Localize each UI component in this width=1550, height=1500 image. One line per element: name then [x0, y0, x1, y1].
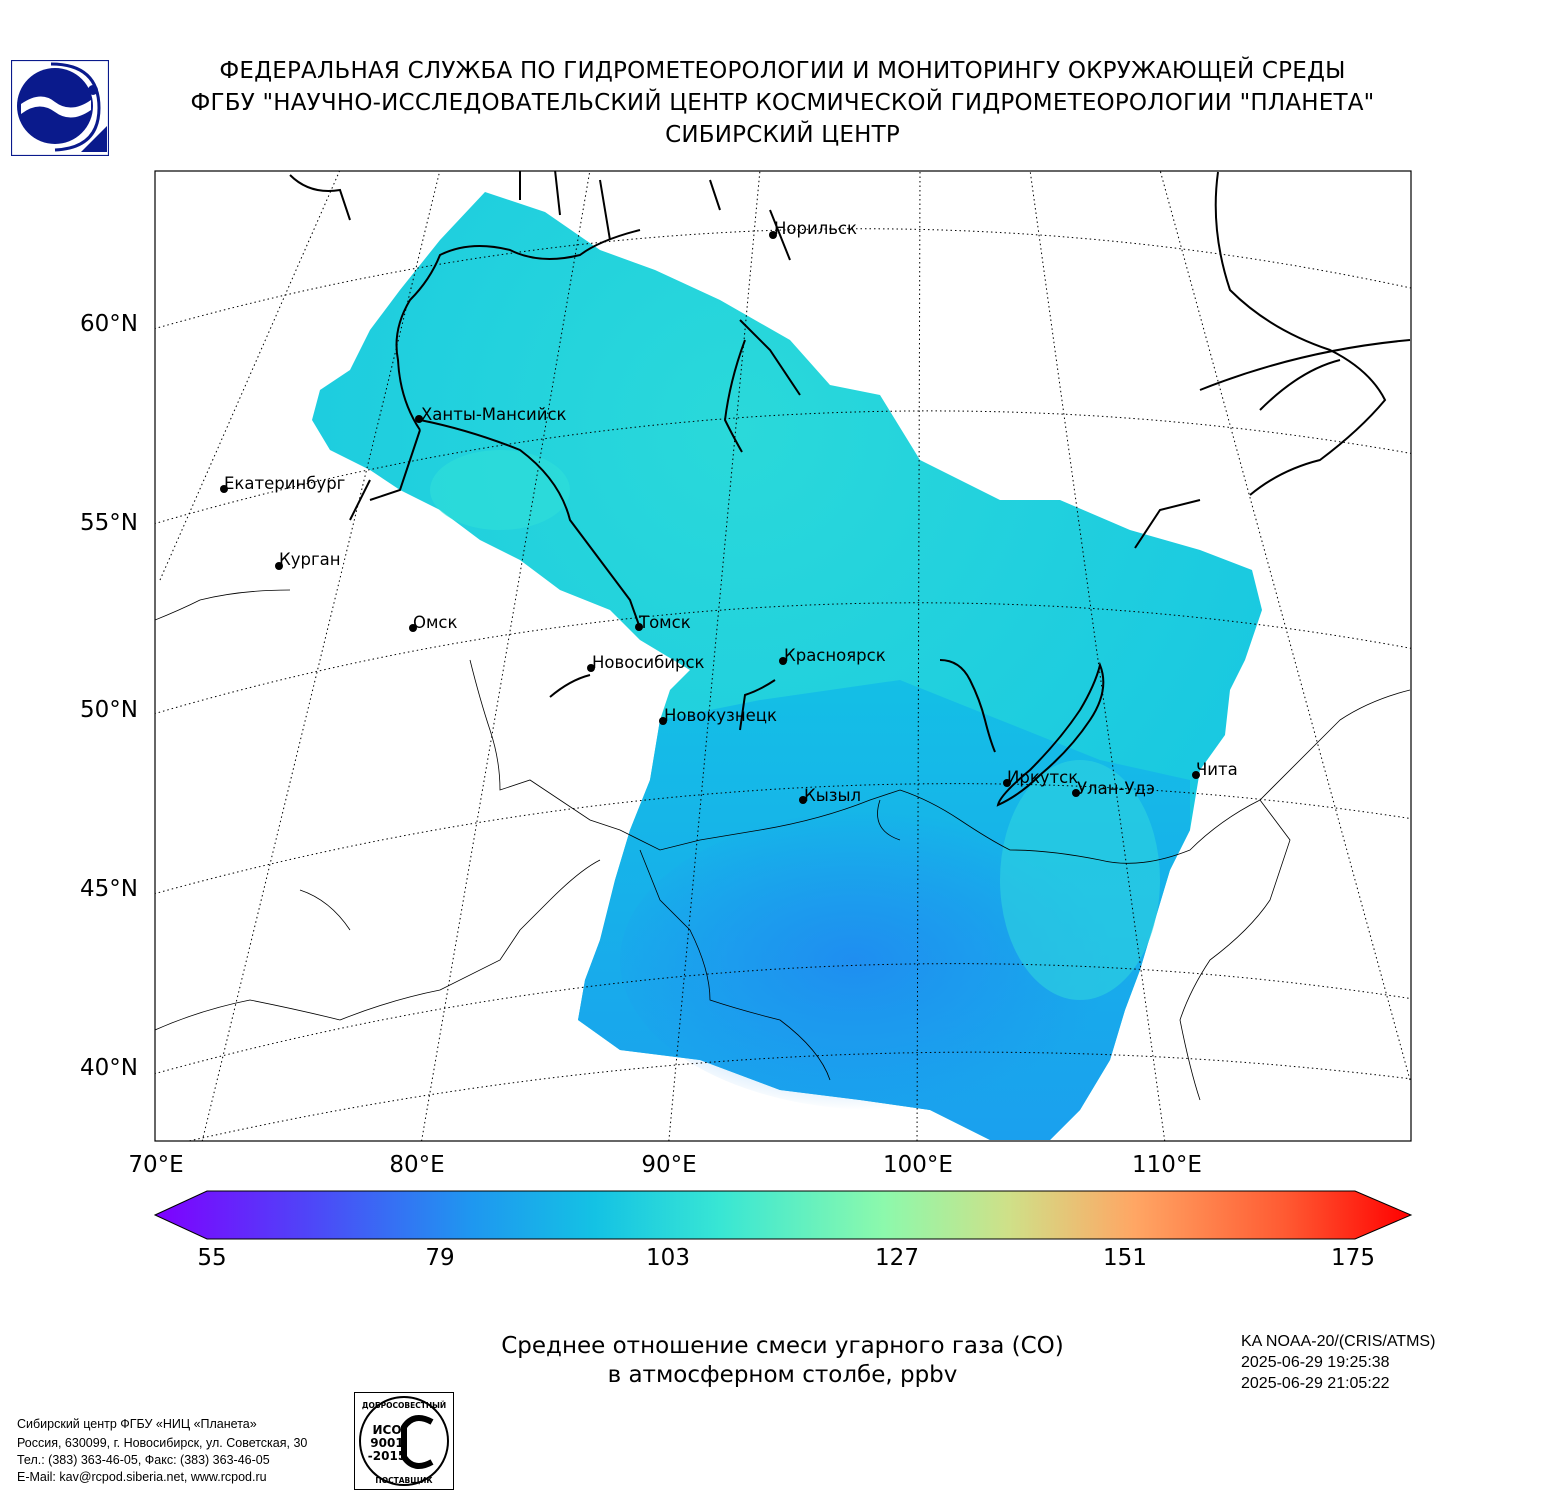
colorbar-tick-127: 127: [875, 1245, 919, 1271]
colorbar-tick-103: 103: [646, 1245, 690, 1271]
city-dot-norilsk: [769, 231, 777, 239]
city-dot-irkutsk: [1003, 779, 1011, 787]
city-dot-ulan-ude: [1072, 789, 1080, 797]
colorbar-tick-55: 55: [197, 1245, 227, 1271]
iso-badge-code: ИСО: [372, 1423, 401, 1437]
city-label-khanty: Ханты-Мансийск: [421, 405, 567, 424]
lat-label-55: 55°N: [80, 510, 138, 536]
lat-label-40: 40°N: [80, 1055, 138, 1081]
city-label-krasnoyarsk: Красноярск: [784, 646, 886, 665]
lat-label-50: 50°N: [80, 697, 138, 723]
iso-badge-icon: ДОБРОСОВЕСТНЫЙ ИСО 9001 -2015 ПОСТАВЩИК: [354, 1392, 454, 1490]
colorbar: [153, 1190, 1413, 1240]
footer-email: E-Mail: kav@rcpod.siberia.net, www.rcpod…: [17, 1470, 267, 1484]
city-label-chita: Чита: [1196, 760, 1238, 779]
lon-label-110: 110°E: [1132, 1152, 1202, 1178]
iso-badge-year: -2015: [368, 1449, 406, 1463]
footer-phone: Тел.: (383) 363-46-05, Факс: (383) 363-4…: [17, 1453, 270, 1467]
iso-badge-num: 9001: [370, 1436, 403, 1450]
lon-label-100: 100°E: [883, 1152, 953, 1178]
city-label-tomsk: Томск: [638, 613, 691, 632]
city-dot-omsk: [409, 624, 417, 632]
lon-label-80: 80°E: [389, 1152, 445, 1178]
map-area: Норильск Ханты-Мансийск Екатеринбург Кур…: [154, 170, 1412, 1142]
city-markers: Норильск Ханты-Мансийск Екатеринбург Кур…: [220, 219, 1238, 805]
product-title-line-1: Среднее отношение смеси угарного газа (C…: [501, 1333, 1064, 1359]
footer-address: Россия, 630099, г. Новосибирск, ул. Сове…: [17, 1436, 308, 1450]
city-dot-kurgan: [275, 562, 283, 570]
satellite-name: KA NOAA-20/(CRIS/ATMS): [1241, 1333, 1436, 1350]
city-dot-khanty: [415, 415, 423, 423]
lon-label-90: 90°E: [641, 1152, 697, 1178]
iso-badge-top: ДОБРОСОВЕСТНЫЙ: [362, 1401, 446, 1410]
satellite-time-end: 2025-06-29 21:05:22: [1241, 1375, 1390, 1392]
lat-label-60: 60°N: [80, 311, 138, 337]
city-label-norilsk: Норильск: [774, 219, 857, 238]
colorbar-tick-151: 151: [1103, 1245, 1147, 1271]
city-label-novokuznetsk: Новокузнецк: [664, 706, 777, 725]
iso-badge-bottom: ПОСТАВЩИК: [375, 1476, 433, 1485]
city-label-ulan-ude: Улан-Удэ: [1077, 779, 1155, 798]
footer-org: Сибирский центр ФГБУ «НИЦ «Планета»: [17, 1417, 257, 1431]
city-label-omsk: Омск: [413, 613, 458, 632]
city-label-novosibirsk: Новосибирск: [592, 653, 705, 672]
planeta-logo-icon: [11, 60, 109, 156]
lat-label-45: 45°N: [80, 876, 138, 902]
city-dot-novokuznetsk: [659, 717, 667, 725]
colorbar-tick-175: 175: [1331, 1245, 1375, 1271]
product-title-line-2: в атмосферном столбе, ppbv: [607, 1362, 958, 1388]
header-line-2: ФГБУ "НАУЧНО-ИССЛЕДОВАТЕЛЬСКИЙ ЦЕНТР КОС…: [190, 90, 1375, 116]
city-dot-krasnoyarsk: [779, 657, 787, 665]
city-label-irkutsk: Иркутск: [1007, 768, 1078, 787]
city-dot-chita: [1192, 771, 1200, 779]
header-line-3: СИБИРСКИЙ ЦЕНТР: [665, 122, 900, 148]
city-dot-tomsk: [635, 623, 643, 631]
city-label-kurgan: Курган: [279, 550, 341, 569]
city-dot-ekaterinburg: [220, 485, 228, 493]
city-dot-kyzyl: [799, 796, 807, 804]
city-dot-novosibirsk: [587, 664, 595, 672]
satellite-time-start: 2025-06-29 19:25:38: [1241, 1354, 1390, 1371]
header-line-1: ФЕДЕРАЛЬНАЯ СЛУЖБА ПО ГИДРОМЕТЕОРОЛОГИИ …: [219, 58, 1346, 84]
city-label-kyzyl: Кызыл: [804, 786, 861, 805]
city-label-ekaterinburg: Екатеринбург: [224, 474, 345, 493]
lon-label-70: 70°E: [128, 1152, 184, 1178]
colorbar-tick-79: 79: [425, 1245, 455, 1271]
